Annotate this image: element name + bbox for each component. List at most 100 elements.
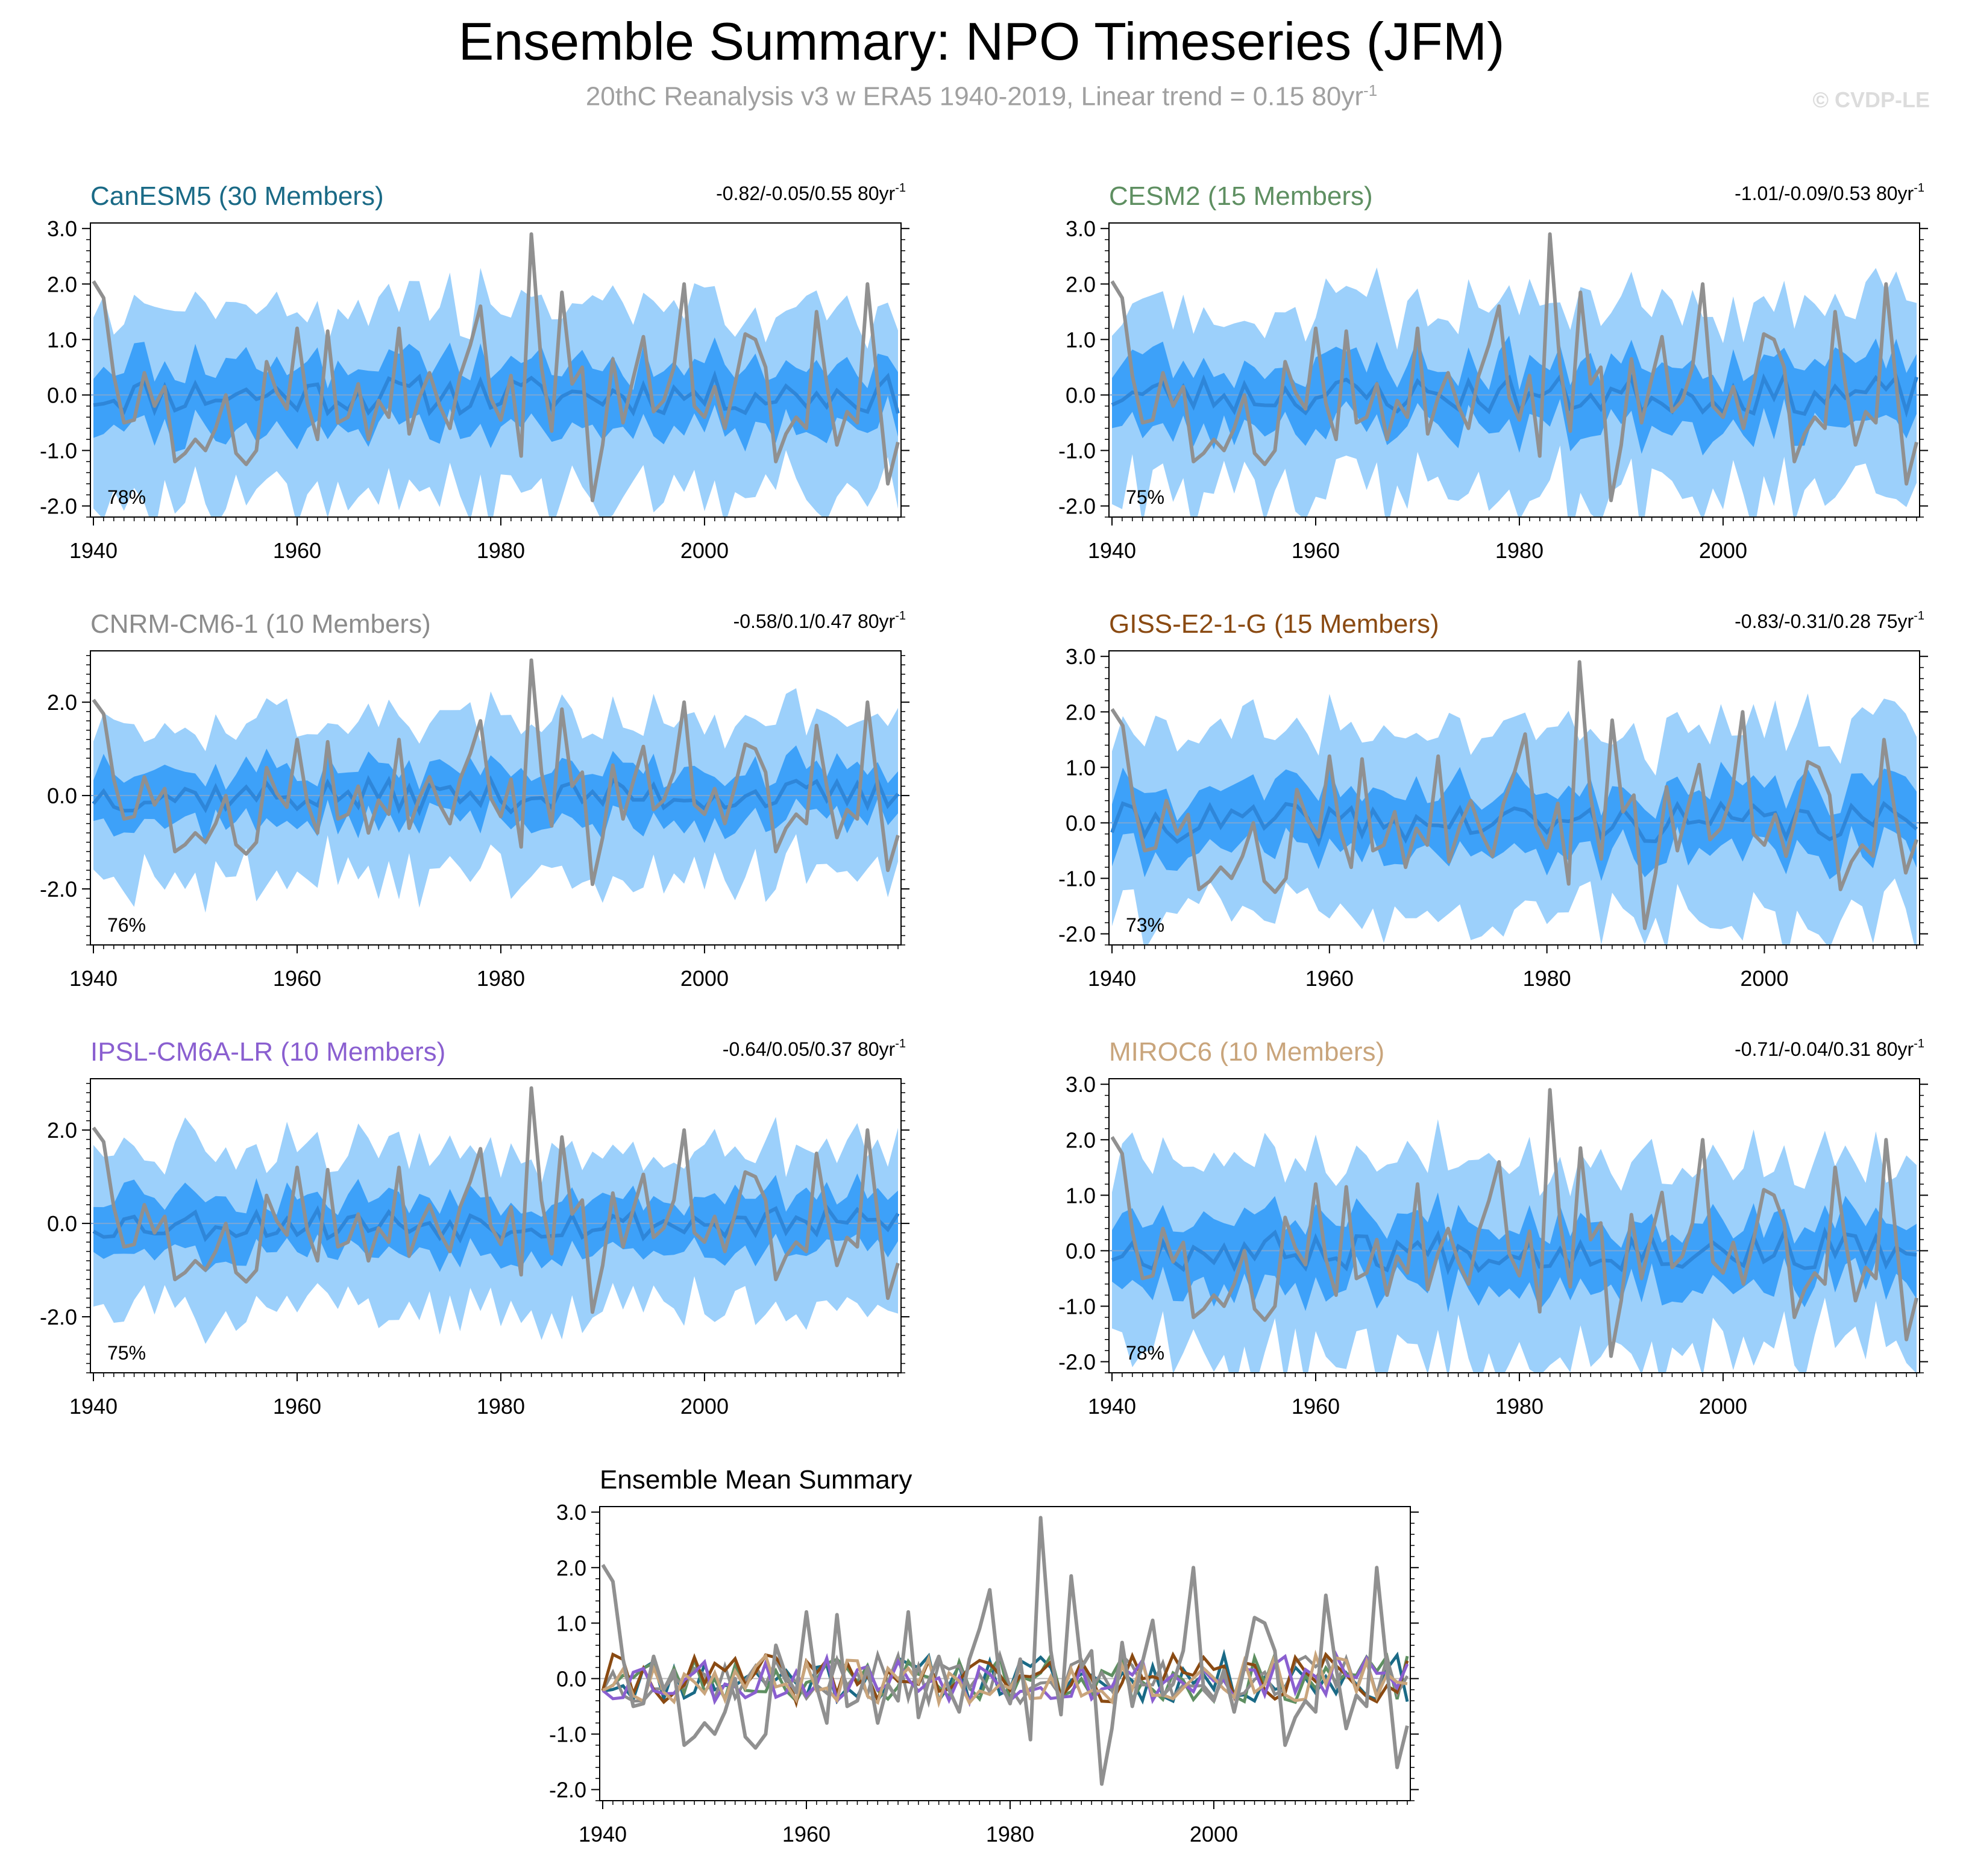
y-tick-label: -2.0 bbox=[1058, 494, 1096, 519]
y-tick-label: 2.0 bbox=[47, 1118, 77, 1143]
y-tick-label: 1.0 bbox=[1066, 1183, 1096, 1208]
trend-superscript: -1 bbox=[1914, 181, 1924, 195]
series-line-miroc6 bbox=[601, 1649, 1408, 1708]
plot-frame bbox=[1108, 1078, 1920, 1373]
x-tick-label: 2000 bbox=[680, 1394, 729, 1419]
y-tick-label: -1.0 bbox=[1058, 867, 1096, 891]
y-tick-label: 2.0 bbox=[1066, 1128, 1096, 1152]
panel-ipsl-cm6a-lr-10-members: IPSL-CM6A-LR (10 Members) -0.64/0.05/0.37… bbox=[40, 1037, 909, 1419]
ensemble-inner-band bbox=[1112, 762, 1917, 881]
x-tick-label: 1940 bbox=[69, 1394, 118, 1419]
x-tick-label: 1960 bbox=[273, 538, 321, 563]
observed-line bbox=[1110, 232, 1918, 503]
x-tick-label: 2000 bbox=[1190, 1822, 1238, 1846]
x-tick-label: 1980 bbox=[1495, 1394, 1544, 1419]
y-tick-label: 1.0 bbox=[47, 327, 77, 352]
x-tick-label: 2000 bbox=[680, 538, 729, 563]
plot-area bbox=[1109, 660, 1920, 945]
panel-cnrm-cm6-1-10-members: CNRM-CM6-1 (10 Members) -0.58/0.1/0.47 80… bbox=[40, 609, 909, 991]
trend-text: -0.64/0.05/0.37 80yr bbox=[723, 1038, 896, 1060]
plot-frame bbox=[90, 1078, 902, 1373]
x-tick-label: 2000 bbox=[1699, 538, 1747, 563]
y-tick-label: 0.0 bbox=[47, 783, 77, 808]
plot-area bbox=[1109, 232, 1920, 517]
y-tick-label: -1.0 bbox=[1058, 1294, 1096, 1319]
x-tick-label: 1980 bbox=[477, 966, 525, 991]
x-tick-label: 2000 bbox=[1699, 1394, 1747, 1419]
y-tick-label: 0.0 bbox=[47, 1211, 77, 1236]
x-tick-label: 1940 bbox=[69, 966, 118, 991]
plot-frame bbox=[90, 650, 902, 946]
y-tick-label: -1.0 bbox=[40, 439, 77, 463]
ensemble-mean-line bbox=[1111, 370, 1918, 418]
y-tick-label: -2.0 bbox=[40, 877, 77, 902]
plot-frame bbox=[599, 1506, 1411, 1801]
trend-superscript: -1 bbox=[1914, 609, 1924, 623]
ensemble-inner-band bbox=[1112, 1192, 1917, 1313]
x-tick-label: 1980 bbox=[477, 538, 525, 563]
trend-text: -0.71/-0.04/0.31 80yr bbox=[1735, 1038, 1914, 1060]
y-tick-label: 2.0 bbox=[1066, 700, 1096, 724]
observed-line bbox=[1110, 660, 1918, 930]
trend-text: -0.58/0.1/0.47 80yr bbox=[733, 610, 896, 632]
trend-text: -0.83/-0.31/0.28 75yr bbox=[1735, 610, 1914, 632]
trend-label: -0.71/-0.04/0.31 80yr-1 bbox=[1735, 1037, 1924, 1060]
y-tick-label: 0.0 bbox=[1066, 1238, 1096, 1263]
watermark: © CVDP-LE bbox=[1812, 87, 1930, 112]
y-tick-label: -2.0 bbox=[40, 1305, 77, 1329]
plot-frame bbox=[90, 222, 902, 518]
trend-label: -0.58/0.1/0.47 80yr-1 bbox=[733, 609, 906, 632]
panel-title: CESM2 (15 Members) bbox=[1109, 181, 1373, 211]
trend-label: -0.83/-0.31/0.28 75yr-1 bbox=[1735, 609, 1924, 632]
x-tick-label: 2000 bbox=[1740, 966, 1788, 991]
plot-area bbox=[90, 232, 901, 517]
y-tick-label: -1.0 bbox=[1058, 439, 1096, 463]
panel-title: Ensemble Mean Summary bbox=[600, 1465, 912, 1495]
y-tick-label: 3.0 bbox=[556, 1500, 586, 1525]
x-tick-label: 1960 bbox=[1305, 966, 1354, 991]
observed-line bbox=[1110, 1088, 1918, 1358]
observed-line bbox=[92, 232, 900, 503]
y-tick-label: -1.0 bbox=[549, 1722, 586, 1747]
y-tick-label: -2.0 bbox=[1058, 1350, 1096, 1375]
trend-superscript: -1 bbox=[1914, 1037, 1924, 1050]
x-tick-label: 1960 bbox=[1292, 1394, 1340, 1419]
y-tick-label: 1.0 bbox=[1066, 755, 1096, 780]
x-tick-label: 1980 bbox=[986, 1822, 1034, 1846]
y-tick-label: -2.0 bbox=[549, 1778, 586, 1802]
page-subtitle: 20thC Reanalysis v3 w ERA5 1940-2019, Li… bbox=[0, 81, 1963, 112]
y-tick-label: 2.0 bbox=[47, 272, 77, 296]
panel-title: GISS-E2-1-G (15 Members) bbox=[1109, 609, 1439, 639]
x-tick-label: 1960 bbox=[782, 1822, 831, 1846]
trend-superscript: -1 bbox=[895, 181, 906, 195]
x-tick-label: 1980 bbox=[1495, 538, 1544, 563]
trend-label: -1.01/-0.09/0.53 80yr-1 bbox=[1735, 181, 1924, 204]
ensemble-mean-line bbox=[1110, 800, 1918, 847]
trend-text: -0.82/-0.05/0.55 80yr bbox=[716, 183, 895, 204]
panel-canesm5-30-members: CanESM5 (30 Members) -0.82/-0.05/0.55 80y… bbox=[40, 181, 909, 563]
y-tick-label: 1.0 bbox=[556, 1611, 586, 1636]
y-tick-label: 2.0 bbox=[556, 1555, 586, 1580]
observed-line bbox=[92, 1086, 900, 1314]
x-tick-label: 1980 bbox=[1523, 966, 1571, 991]
x-tick-label: 1960 bbox=[273, 966, 321, 991]
percent-label: 78% bbox=[1126, 1342, 1164, 1364]
y-tick-label: 2.0 bbox=[47, 690, 77, 715]
y-tick-label: 3.0 bbox=[1066, 216, 1096, 241]
panel-ensemble-mean-summary: Ensemble Mean Summary 3.0 2.0 1.0 0.0 -1.0 -2.… bbox=[549, 1465, 1419, 1846]
percent-label: 75% bbox=[107, 1342, 146, 1364]
percent-label: 76% bbox=[107, 914, 146, 936]
y-tick-label: 0.0 bbox=[1066, 383, 1096, 407]
x-tick-label: 1940 bbox=[579, 1822, 627, 1846]
y-tick-label: 3.0 bbox=[47, 216, 77, 241]
panel-title: IPSL-CM6A-LR (10 Members) bbox=[90, 1037, 445, 1067]
trend-superscript: -1 bbox=[895, 609, 906, 623]
panel-title: CanESM5 (30 Members) bbox=[90, 181, 384, 211]
y-tick-label: -2.0 bbox=[1058, 922, 1096, 947]
plot-area bbox=[90, 658, 901, 913]
panel-title: CNRM-CM6-1 (10 Members) bbox=[90, 609, 431, 639]
percent-label: 73% bbox=[1126, 914, 1164, 936]
page-title: Ensemble Summary: NPO Timeseries (JFM) bbox=[458, 11, 1505, 71]
x-tick-label: 1940 bbox=[1088, 1394, 1136, 1419]
